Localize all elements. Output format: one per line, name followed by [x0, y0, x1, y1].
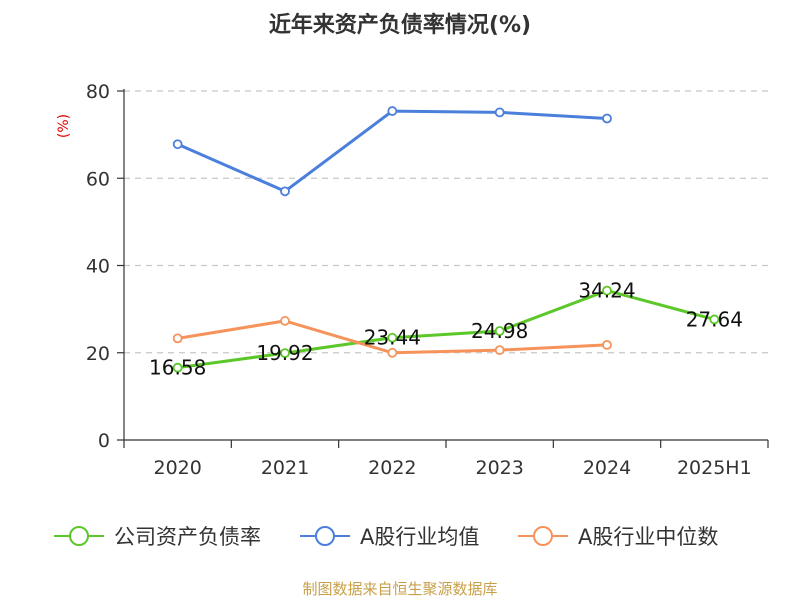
source-note: 制图数据来自恒生聚源数据库	[302, 580, 497, 598]
series-layer	[172, 106, 720, 373]
y-tick-label: 60	[86, 168, 110, 190]
y-tick-label: 20	[86, 343, 110, 365]
axis-layer: 0 20 40 60 80 2020 2021 2022 2023 2024 2025H1	[86, 81, 769, 479]
series-point	[280, 186, 290, 197]
x-tick-label: 2024	[583, 457, 631, 479]
series-point	[172, 333, 183, 344]
data-label-layer: 16.58 19.92 23.44 24.98 34.24 27.64	[149, 279, 743, 380]
series-point	[709, 314, 720, 325]
series-point	[280, 316, 290, 326]
series-point	[387, 347, 398, 358]
legend-label: A股行业均值	[360, 525, 479, 549]
series-point	[172, 362, 183, 373]
y-tick-label: 80	[86, 81, 110, 103]
data-label: 24.98	[471, 319, 528, 343]
y-tick-label: 40	[86, 256, 110, 278]
series-point	[494, 345, 505, 356]
series-line	[177, 289, 715, 370]
data-label: 34.24	[578, 279, 635, 303]
legend-label: A股行业中位数	[578, 525, 718, 549]
data-label: 19.92	[256, 341, 313, 365]
series-line	[177, 109, 608, 193]
data-label: 23.44	[364, 326, 421, 350]
series-point	[172, 139, 183, 150]
legend-marker	[533, 526, 553, 546]
chart-title: 近年来资产负债率情况(%)	[269, 12, 531, 38]
series-point	[280, 348, 290, 358]
data-label: 27.64	[686, 307, 743, 331]
legend-marker	[315, 526, 335, 546]
grid-layer	[124, 90, 768, 354]
series-point	[387, 332, 398, 343]
y-axis-unit-label: (%)	[56, 114, 72, 138]
x-tick-label: 2025H1	[677, 457, 752, 479]
x-tick-label: 2020	[153, 457, 201, 479]
series-point	[602, 285, 612, 296]
series-point	[494, 326, 505, 336]
x-tick-label: 2022	[368, 457, 416, 479]
series-point	[494, 107, 505, 118]
y-tick-label: 0	[98, 430, 110, 452]
data-label: 16.58	[149, 356, 206, 380]
x-tick-label: 2023	[475, 457, 523, 479]
x-tick-label: 2021	[261, 457, 309, 479]
series-point	[602, 339, 612, 350]
legend-marker	[69, 526, 89, 546]
series-point	[602, 113, 612, 124]
legend-label: 公司资产负债率	[114, 525, 261, 549]
legend: 公司资产负债率 A股行业均值 A股行业中位数	[54, 525, 718, 549]
series-point	[387, 106, 398, 116]
